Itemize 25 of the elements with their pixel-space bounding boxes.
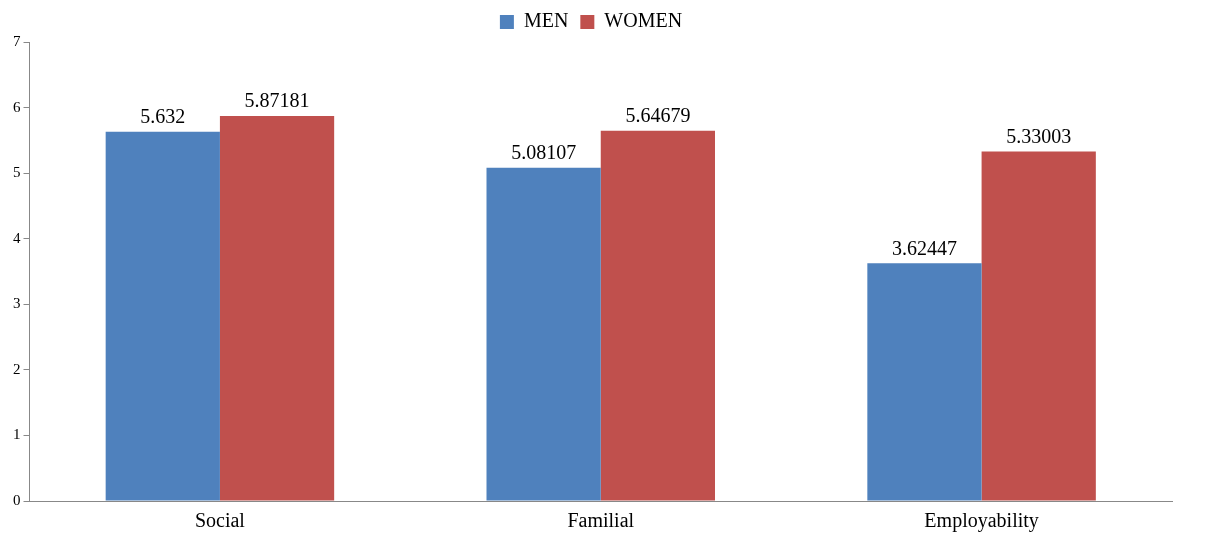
bar: [867, 263, 982, 501]
y-tick-label: 7: [13, 32, 21, 49]
y-tick-label: 6: [13, 98, 21, 115]
y-tick-label: 4: [13, 229, 21, 246]
x-tick-label: Social: [194, 509, 246, 532]
bar: [105, 131, 220, 501]
y-tick-label: 0: [13, 491, 21, 508]
data-label: 5.64679: [625, 103, 691, 126]
data-label: 3.62447: [891, 236, 957, 259]
bar: [486, 167, 601, 501]
data-label: 5.632: [140, 104, 186, 127]
bar: [600, 130, 715, 501]
y-tick-label: 2: [13, 360, 21, 377]
bar: [981, 151, 1096, 501]
x-tick-label: Employability: [924, 509, 1039, 533]
y-tick-label: 1: [13, 426, 21, 443]
bar: [219, 115, 335, 501]
data-label: 5.08107: [511, 141, 577, 164]
data-label: 5.33003: [1006, 124, 1072, 147]
y-tick-label: 3: [13, 295, 21, 312]
legend-label: WOMEN: [604, 9, 683, 32]
x-tick-label: Familial: [567, 509, 635, 532]
legend-label: MEN: [523, 9, 569, 32]
y-tick-label: 5: [13, 164, 21, 181]
data-label: 5.87181: [244, 89, 310, 112]
